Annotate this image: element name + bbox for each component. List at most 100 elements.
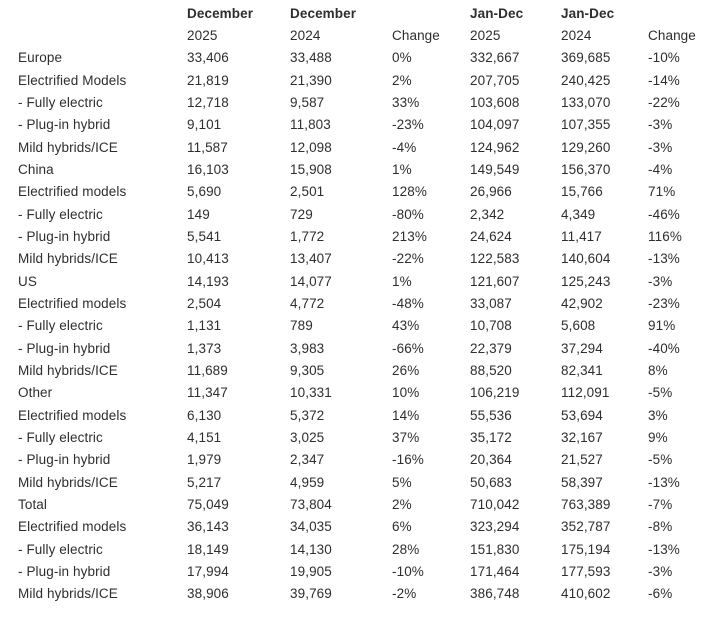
table-row: Mild hybrids/ICE 5,217 4,959 5% 50,683 58,397… <box>18 471 706 493</box>
cell-value: 14% <box>392 407 420 423</box>
cell-value: 140,604 <box>561 251 611 267</box>
cell-value: 5,541 <box>187 228 222 244</box>
cell-value: 0% <box>392 50 412 66</box>
cell-value: 21,527 <box>561 452 603 468</box>
cell-value: 28% <box>392 541 420 557</box>
cell-value: 122,583 <box>470 251 520 267</box>
cell-value: 4,772 <box>290 295 325 311</box>
row-label: Total <box>18 496 48 512</box>
cell-value: 352,787 <box>561 519 611 535</box>
cell-value: 11,803 <box>290 117 331 133</box>
cell-value: -10% <box>392 563 424 579</box>
cell-value: 1% <box>392 273 412 289</box>
cell-value: 112,091 <box>561 385 610 401</box>
cell-value: -3% <box>648 117 673 133</box>
row-label: Mild hybrids/ICE <box>18 139 118 155</box>
cell-value: 53,694 <box>561 407 603 423</box>
table-row: - Plug-in hybrid 5,541 1,772 213% 24,624 11,4… <box>18 225 706 247</box>
cell-value: -80% <box>392 206 424 222</box>
cell-value: 1,979 <box>187 452 222 468</box>
cell-value: 3,025 <box>290 429 325 445</box>
cell-value: 2,347 <box>290 452 325 468</box>
cell-value: 58,397 <box>561 474 603 490</box>
table-row: - Plug-in hybrid 1,979 2,347 -16% 20,364 21,5… <box>18 449 706 471</box>
row-label: - Fully electric <box>18 541 103 557</box>
cell-value: 9% <box>648 429 668 445</box>
cell-value: 10% <box>392 385 420 401</box>
cell-value: -6% <box>648 586 673 602</box>
cell-value: 11,417 <box>561 228 602 244</box>
cell-value: 710,042 <box>470 496 520 512</box>
cell-value: -48% <box>392 295 424 311</box>
cell-value: 82,341 <box>561 362 603 378</box>
cell-value: 11,689 <box>187 362 228 378</box>
table-row: US 14,193 14,077 1% 121,607 125,243 -3% <box>18 270 706 292</box>
cell-value: 4,349 <box>561 206 596 222</box>
row-label: - Fully electric <box>18 206 103 222</box>
cell-value: 1,131 <box>187 318 222 334</box>
cell-value: 6,130 <box>187 407 222 423</box>
cell-value: 9,101 <box>187 117 222 133</box>
table-row: Electrified models 6,130 5,372 14% 55,536 53,… <box>18 404 706 426</box>
cell-value: 22,379 <box>470 340 512 356</box>
cell-value: 17,994 <box>187 563 229 579</box>
cell-value: 156,370 <box>561 161 611 177</box>
header-cell-december-2025: December <box>187 5 254 21</box>
cell-value: 37,294 <box>561 340 603 356</box>
cell-value: -4% <box>392 139 417 155</box>
cell-value: 21,819 <box>187 72 229 88</box>
cell-value: 43% <box>392 318 420 334</box>
cell-value: 15,766 <box>561 184 603 200</box>
cell-value: 369,685 <box>561 50 611 66</box>
header-cell-jandec-2025: Jan-Dec <box>470 5 524 21</box>
cell-value: 33% <box>392 94 420 110</box>
table-row: Electrified models 2,504 4,772 -48% 33,087 42… <box>18 292 706 314</box>
cell-value: 12,098 <box>290 139 332 155</box>
cell-value: 3,983 <box>290 340 325 356</box>
cell-value: -5% <box>648 452 673 468</box>
cell-value: 124,962 <box>470 139 520 155</box>
cell-value: 71% <box>648 184 676 200</box>
table-row: Electrified models 36,143 34,035 6% 323,294 3… <box>18 516 706 538</box>
cell-value: -3% <box>648 273 673 289</box>
cell-value: 410,602 <box>561 586 611 602</box>
row-label: - Plug-in hybrid <box>18 228 111 244</box>
cell-value: 91% <box>648 318 676 334</box>
row-label: - Fully electric <box>18 94 103 110</box>
cell-value: 2,342 <box>470 206 505 222</box>
cell-value: 107,355 <box>561 117 611 133</box>
row-label: Other <box>18 385 53 401</box>
table-row: Mild hybrids/ICE 38,906 39,769 -2% 386,748 41… <box>18 583 706 605</box>
cell-value: 39,769 <box>290 586 332 602</box>
cell-value: 10,413 <box>187 251 229 267</box>
cell-value: 24,624 <box>470 228 512 244</box>
subheader-cell-year: 2024 <box>290 27 321 43</box>
cell-value: -3% <box>648 563 673 579</box>
cell-value: 2,504 <box>187 295 222 311</box>
cell-value: 10,708 <box>470 318 512 334</box>
cell-value: 16,103 <box>187 161 229 177</box>
cell-value: 10,331 <box>290 385 332 401</box>
table-row: Mild hybrids/ICE 11,689 9,305 26% 88,520 82,3… <box>18 359 706 381</box>
row-label: Electrified Models <box>18 72 127 88</box>
cell-value: 19,905 <box>290 563 332 579</box>
cell-value: 4,151 <box>187 429 222 445</box>
cell-value: 33,406 <box>187 50 229 66</box>
row-label: China <box>18 161 54 177</box>
row-label: - Plug-in hybrid <box>18 452 111 468</box>
cell-value: 5,608 <box>561 318 596 334</box>
header-cell-december-2024: December <box>290 5 357 21</box>
cell-value: 14,130 <box>290 541 332 557</box>
row-label: Electrified models <box>18 407 127 423</box>
cell-value: 729 <box>290 206 313 222</box>
table-row: - Fully electric 18,149 14,130 28% 151,830 17… <box>18 538 706 560</box>
cell-value: 116% <box>648 228 682 244</box>
cell-value: 14,193 <box>187 273 229 289</box>
cell-value: -23% <box>648 295 680 311</box>
cell-value: 1,772 <box>290 228 325 244</box>
subheader-cell-year: 2025 <box>470 27 501 43</box>
cell-value: 175,194 <box>561 541 611 557</box>
table-row: - Fully electric 12,718 9,587 33% 103,608 133… <box>18 91 706 113</box>
row-label: - Plug-in hybrid <box>18 563 111 579</box>
cell-value: 213% <box>392 228 427 244</box>
